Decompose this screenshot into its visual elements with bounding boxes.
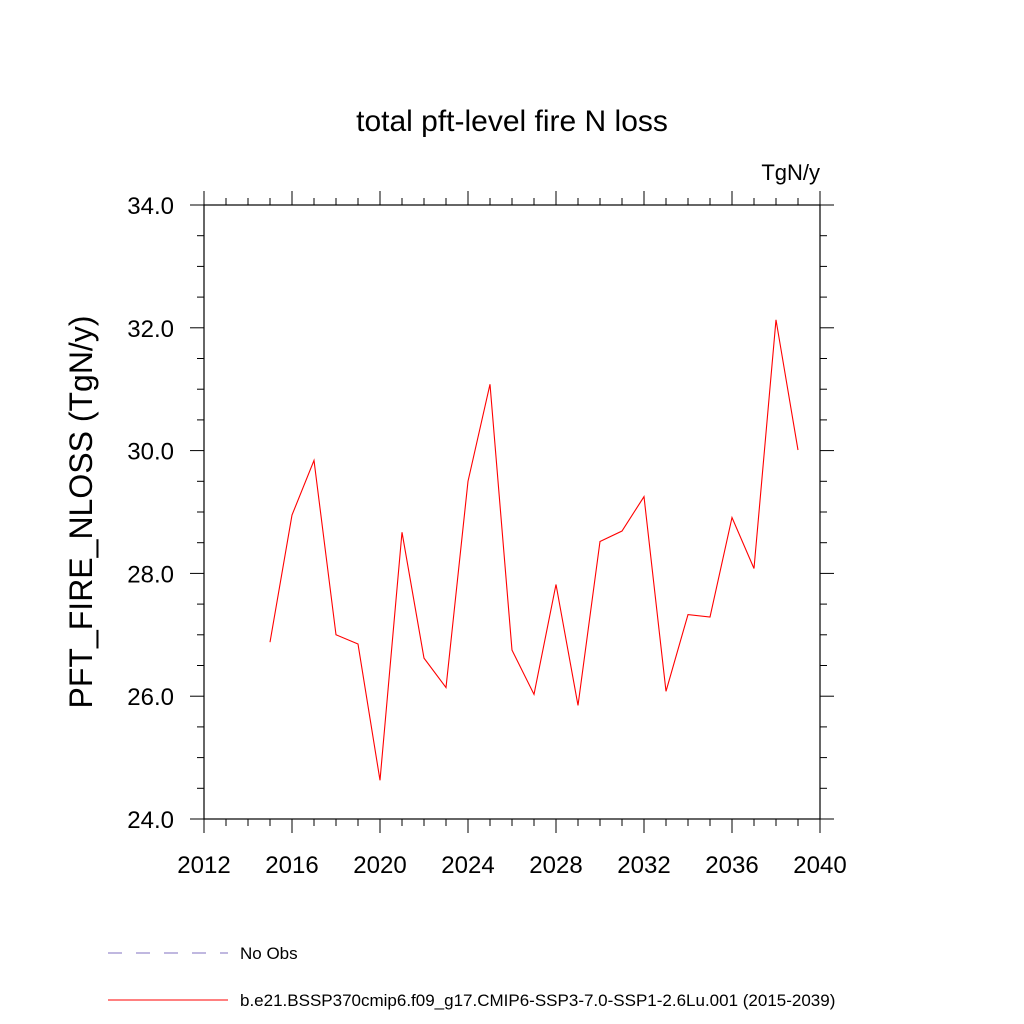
x-tick-label: 2036 xyxy=(705,852,758,879)
x-tick-label: 2032 xyxy=(617,852,670,879)
y-tick-label: 24.0 xyxy=(127,807,174,834)
x-tick-label: 2024 xyxy=(441,852,494,879)
units-label: TgN/y xyxy=(761,160,820,185)
x-tick-label: 2012 xyxy=(177,852,230,879)
y-tick-label: 32.0 xyxy=(127,316,174,343)
y-tick-label: 34.0 xyxy=(127,193,174,220)
y-tick-label: 28.0 xyxy=(127,561,174,588)
legend: No Obs b.e21.BSSP370cmip6.f09_g17.CMIP6-… xyxy=(108,944,835,1010)
x-tick-label: 2040 xyxy=(793,852,846,879)
series-layer xyxy=(269,319,799,781)
x-tick-label: 2028 xyxy=(529,852,582,879)
legend-no-obs-label: No Obs xyxy=(240,944,298,963)
tick-layer: 2012 2016 2020 2024 2028 2032 2036 2040 24.0 26.0… xyxy=(127,191,847,879)
chart-title: total pft-level fire N loss xyxy=(356,105,668,138)
x-tick-label: 2016 xyxy=(265,852,318,879)
y-axis-label: PFT_FIRE_NLOSS (TgN/y) xyxy=(63,316,99,709)
x-tick-label: 2020 xyxy=(353,852,406,879)
y-tick-label: 26.0 xyxy=(127,684,174,711)
plot-frame xyxy=(203,204,821,820)
legend-series-label: b.e21.BSSP370cmip6.f09_g17.CMIP6-SSP3-7.… xyxy=(240,991,835,1010)
series-line xyxy=(269,319,799,781)
y-tick-label: 30.0 xyxy=(127,439,174,466)
